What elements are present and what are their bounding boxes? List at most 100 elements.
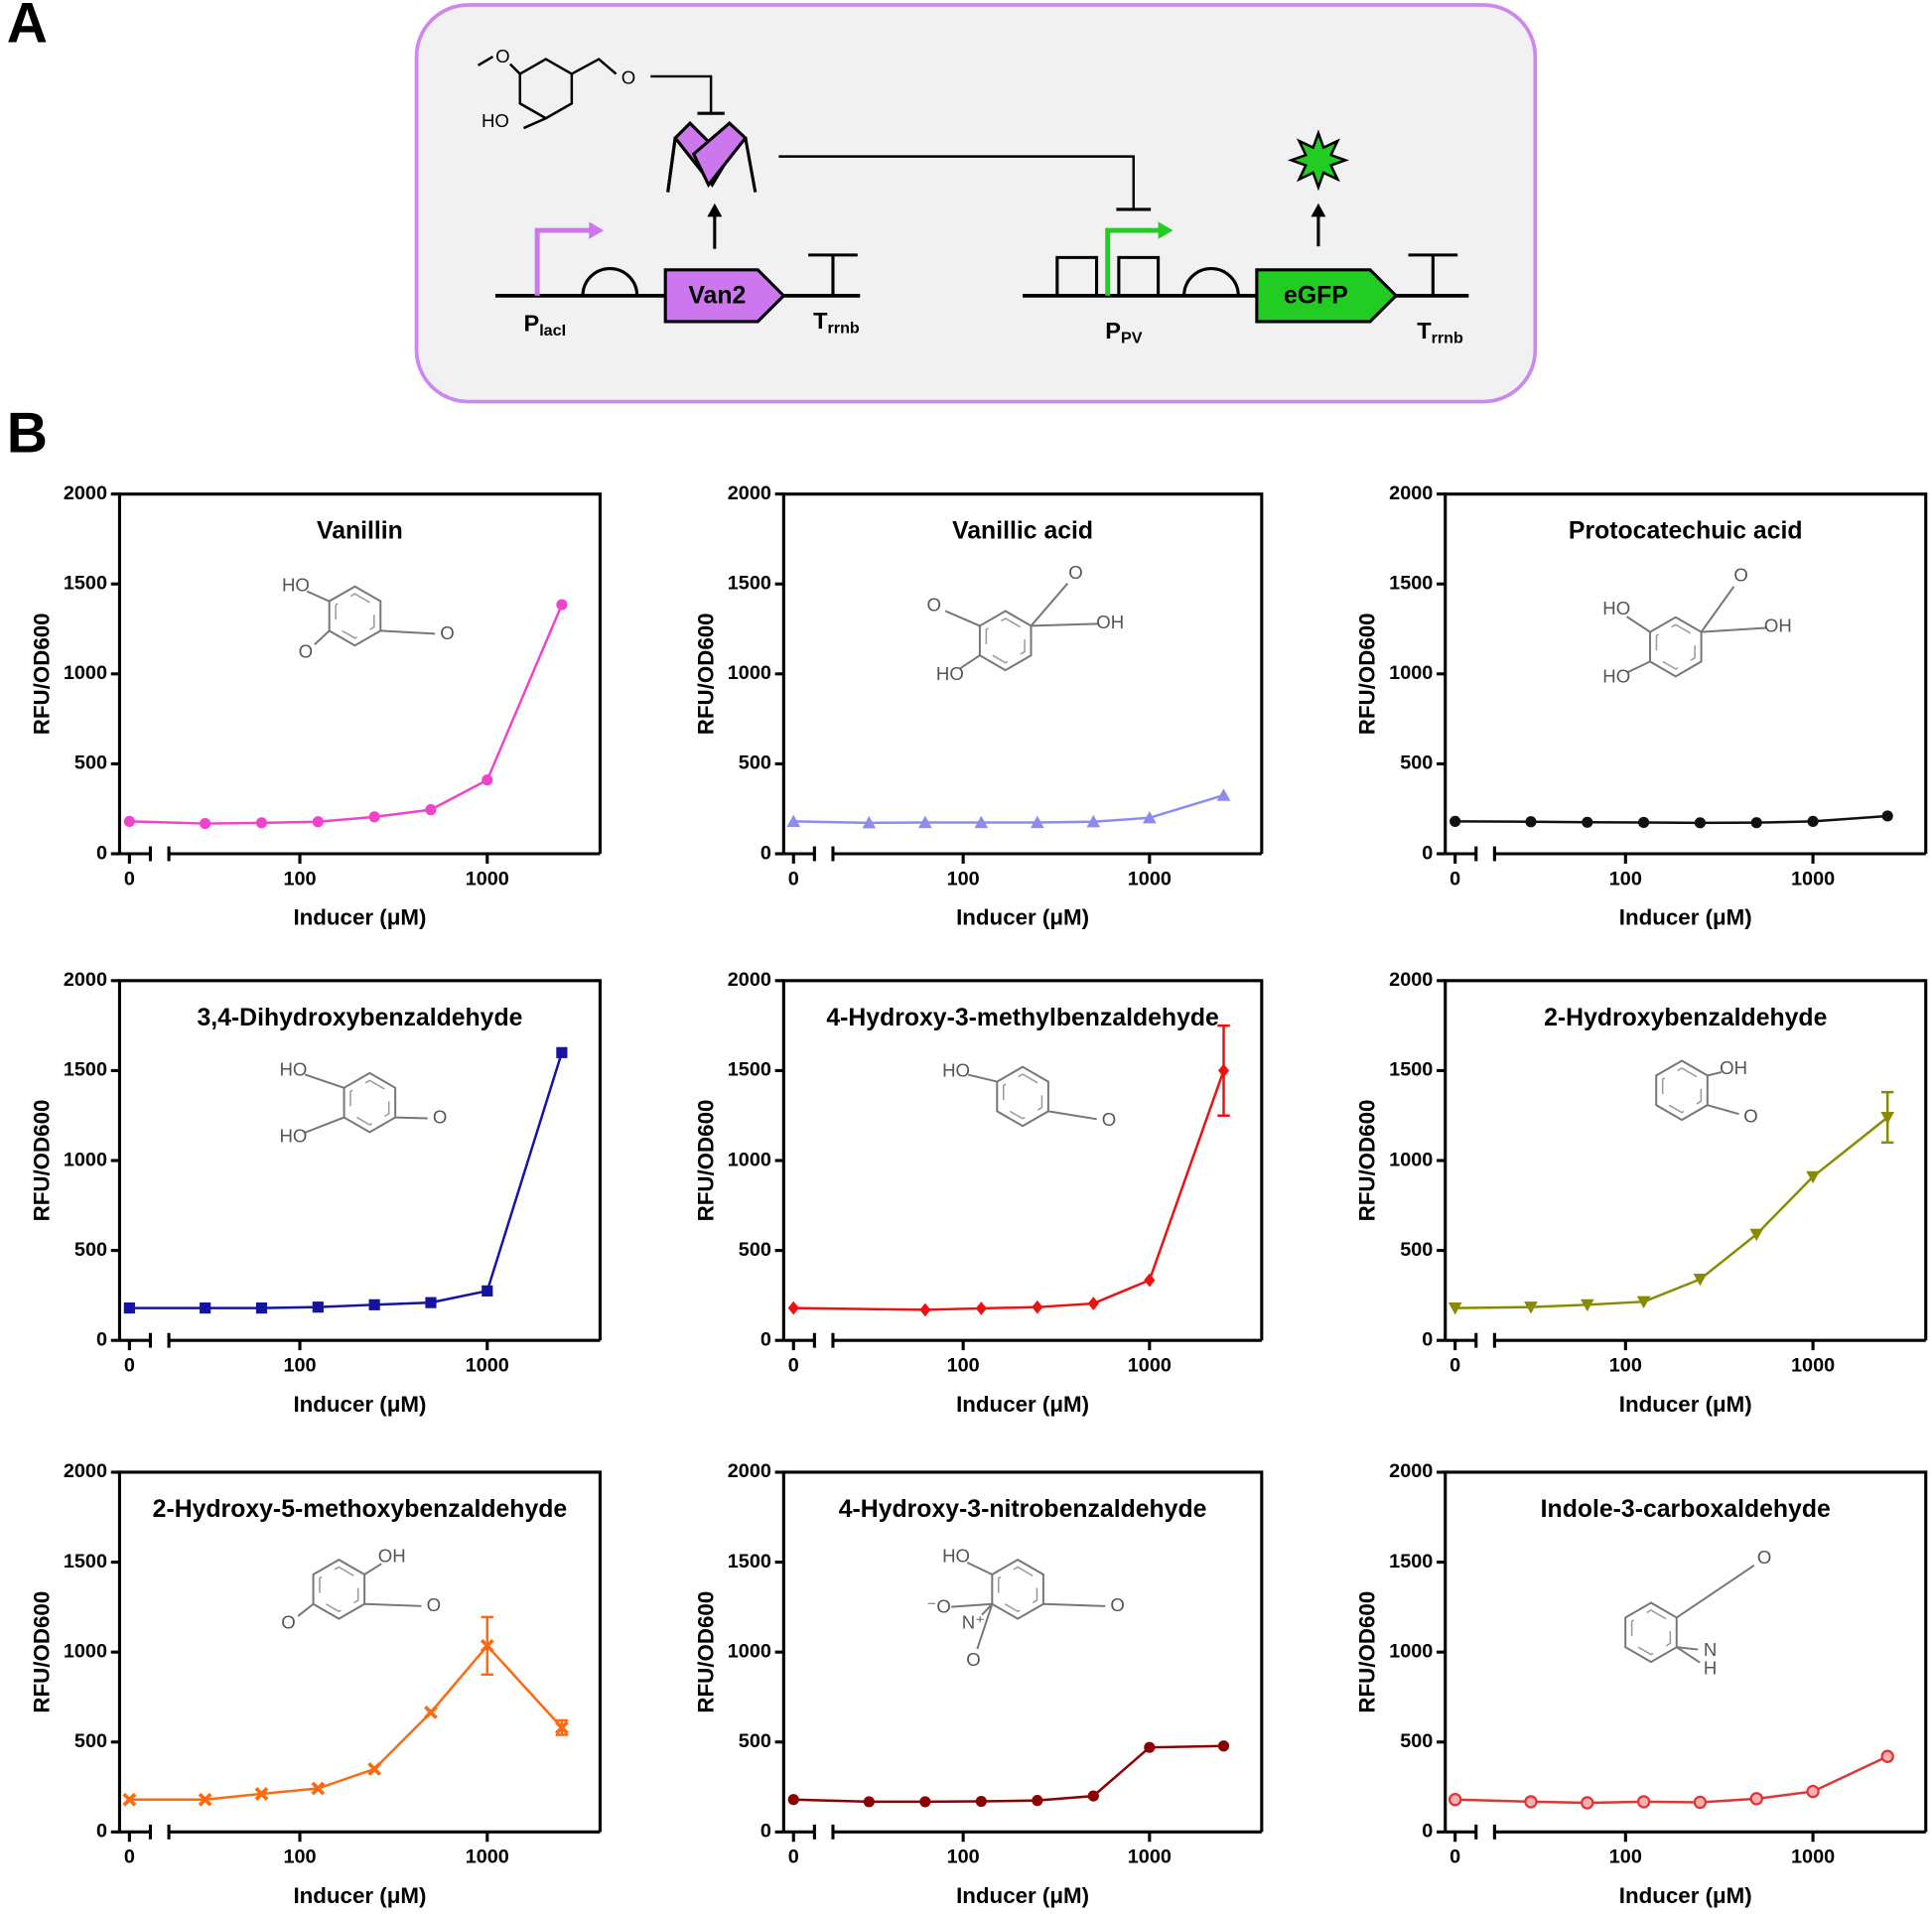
y-axis-label: RFU/OD600 bbox=[1355, 613, 1380, 735]
point bbox=[1217, 1740, 1230, 1752]
bond bbox=[1676, 1646, 1701, 1664]
y-axis-label: RFU/OD600 bbox=[693, 1591, 718, 1713]
bond bbox=[314, 629, 331, 645]
point bbox=[122, 1792, 137, 1807]
x-axis-label: Inducer (μM) bbox=[956, 905, 1089, 930]
x-tick-label: 1000 bbox=[1128, 868, 1172, 889]
point bbox=[311, 1781, 326, 1796]
axis-frame bbox=[1444, 979, 1928, 1341]
chart-title: 4-Hydroxy-3-methylbenzaldehyde bbox=[826, 1005, 1218, 1031]
x-tick-label: 1000 bbox=[466, 1846, 509, 1868]
y-tick-label: 2000 bbox=[1389, 969, 1433, 991]
point bbox=[1807, 815, 1819, 827]
point bbox=[1087, 1790, 1099, 1802]
gene bbox=[1255, 268, 1399, 324]
bond bbox=[304, 1073, 345, 1089]
point bbox=[974, 815, 989, 829]
point bbox=[254, 1787, 269, 1801]
y-tick-label: 500 bbox=[74, 1730, 107, 1752]
bond bbox=[363, 1563, 382, 1575]
part-sub: PV bbox=[1121, 330, 1143, 347]
y-tick-label: 500 bbox=[1400, 1730, 1433, 1752]
chart-title: 2-Hydroxy-5-methoxybenzaldehyde bbox=[153, 1496, 568, 1523]
data-line bbox=[1454, 1116, 1888, 1309]
part-main: T bbox=[813, 308, 828, 334]
point bbox=[1694, 817, 1707, 829]
part-label: Trrnb bbox=[1417, 318, 1463, 346]
promoter bbox=[534, 227, 592, 296]
part-label: Trrnb bbox=[813, 308, 860, 337]
x-tick-label: 100 bbox=[283, 1355, 316, 1377]
point bbox=[1032, 1795, 1043, 1807]
point bbox=[200, 1301, 211, 1314]
y-tick-label: 2000 bbox=[64, 1460, 107, 1482]
chart: 0 500 1000 1500 2000 0 100 1000 Inducer (μM) RFU/… bbox=[29, 482, 602, 930]
point bbox=[368, 1299, 380, 1310]
y-tick-label: 2000 bbox=[728, 482, 771, 504]
y-axis-label: RFU/OD600 bbox=[693, 613, 718, 735]
ring-inner bbox=[998, 1566, 1038, 1613]
axis-frame bbox=[117, 492, 602, 855]
point bbox=[975, 1795, 987, 1808]
chart: 0 500 1000 1500 2000 0 100 1000 Inducer (μM) RFU/… bbox=[693, 1460, 1264, 1908]
atom-label: O bbox=[1110, 1594, 1124, 1615]
arrowhead bbox=[707, 203, 723, 217]
gene-label: eGFP bbox=[1284, 283, 1348, 310]
bond bbox=[508, 63, 521, 75]
point bbox=[862, 816, 877, 829]
chart: 0 500 1000 1500 2000 0 100 1000 Inducer (μM) RFU/… bbox=[29, 1460, 602, 1908]
point bbox=[1880, 1111, 1895, 1125]
point bbox=[1448, 1301, 1462, 1315]
bond bbox=[297, 1602, 315, 1617]
x-tick-label: 100 bbox=[1609, 868, 1642, 889]
point bbox=[200, 817, 211, 830]
point bbox=[1086, 814, 1101, 828]
ring-inner bbox=[1661, 1067, 1703, 1114]
point bbox=[1524, 1795, 1538, 1809]
part-sub: lacI bbox=[539, 322, 566, 340]
x-tick-label: 1000 bbox=[1791, 868, 1835, 889]
y-tick-label: 1500 bbox=[728, 1551, 771, 1572]
bond bbox=[306, 590, 331, 603]
atom-label: OH bbox=[378, 1546, 406, 1567]
x-tick-label: 100 bbox=[947, 868, 980, 889]
repressor bbox=[744, 137, 758, 193]
atom-label: O bbox=[966, 1649, 980, 1670]
y-axis-label: RFU/OD600 bbox=[1355, 1100, 1380, 1222]
rbs bbox=[581, 266, 639, 296]
y-tick-label: 1000 bbox=[1389, 662, 1433, 684]
y-tick-label: 1500 bbox=[728, 1059, 771, 1081]
axis-frame bbox=[781, 979, 1264, 1341]
point bbox=[1749, 1792, 1763, 1806]
bond bbox=[951, 1602, 993, 1608]
atom-label: O bbox=[299, 641, 313, 662]
atom-label: H bbox=[1704, 1657, 1717, 1678]
point bbox=[255, 817, 268, 829]
atom-label: ⁻O bbox=[927, 1595, 951, 1616]
point bbox=[787, 1794, 799, 1806]
ring-inner bbox=[985, 617, 1026, 664]
chart: 0 500 1000 1500 2000 0 100 1000 Inducer (μM) RFU/… bbox=[1355, 969, 1928, 1417]
panel-label: A bbox=[7, 0, 48, 55]
point bbox=[1806, 1170, 1820, 1184]
part-sub: rrnb bbox=[828, 320, 860, 338]
x-axis-label: Inducer (μM) bbox=[1619, 1883, 1752, 1908]
point bbox=[786, 814, 801, 827]
atom-label: O bbox=[1068, 562, 1082, 583]
point bbox=[368, 811, 380, 823]
y-tick-label: 2000 bbox=[1389, 1460, 1433, 1482]
atom-label: HO bbox=[279, 1058, 307, 1079]
part-main: T bbox=[1417, 318, 1432, 343]
y-tick-label: 500 bbox=[74, 752, 107, 774]
x-axis-label: Inducer (μM) bbox=[293, 905, 426, 930]
y-tick-label: 500 bbox=[739, 1239, 771, 1261]
chart: 0 500 1000 1500 2000 0 100 1000 Inducer (μM) RFU/… bbox=[1355, 482, 1928, 930]
point bbox=[1693, 1274, 1708, 1287]
bond bbox=[944, 610, 981, 627]
y-tick-label: 0 bbox=[1422, 1328, 1433, 1350]
y-tick-label: 1000 bbox=[728, 1640, 771, 1662]
point bbox=[975, 1301, 987, 1315]
y-tick-label: 1000 bbox=[1389, 1640, 1433, 1662]
point bbox=[1580, 1299, 1594, 1312]
